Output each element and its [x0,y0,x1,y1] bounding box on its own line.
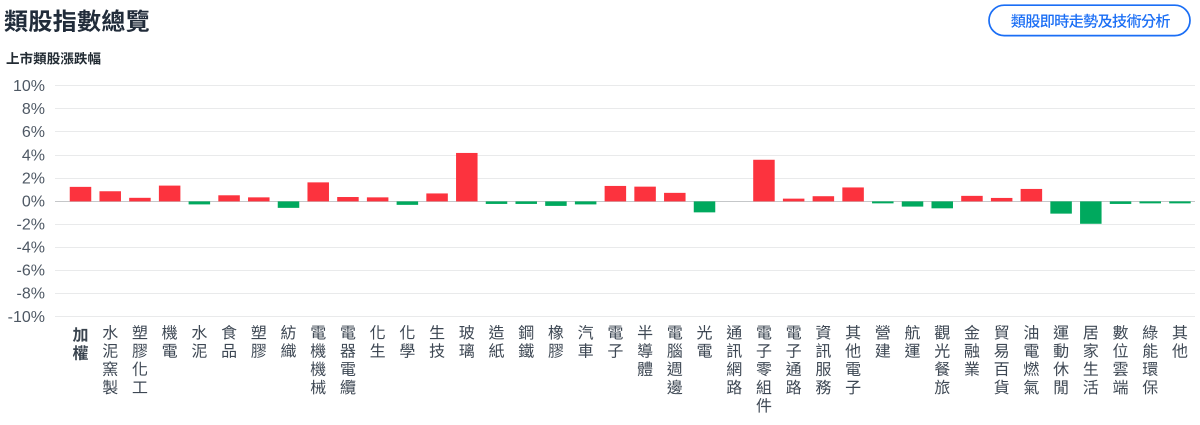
svg-text:-6%: -6% [17,263,45,280]
svg-text:-4%: -4% [17,240,45,257]
svg-text:-10%: -10% [8,309,45,326]
svg-text:10%: 10% [13,78,45,95]
svg-text:4%: 4% [22,147,45,164]
svg-text:-8%: -8% [17,286,45,303]
svg-text:2%: 2% [22,170,45,187]
svg-text:0%: 0% [22,193,45,210]
svg-text:-2%: -2% [17,217,45,234]
svg-text:6%: 6% [22,124,45,141]
svg-text:8%: 8% [22,101,45,118]
